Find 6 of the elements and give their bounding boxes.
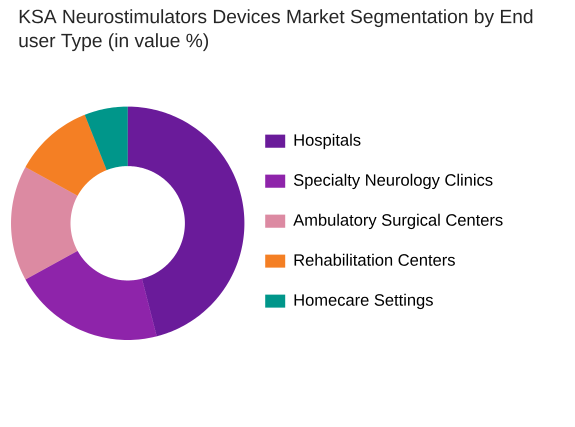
chart-title: KSA Neurostimulators Devices Market Segmentation by End user Type (in value %) bbox=[19, 9, 532, 52]
legend-label: Homecare Settings bbox=[294, 294, 433, 310]
legend-label: Hospitals bbox=[294, 134, 360, 150]
legend-label: Ambulatory Surgical Centers bbox=[293, 214, 503, 230]
legend-label: Rehabilitation Centers bbox=[294, 254, 455, 266]
legend-label: Specialty Neurology Clinics bbox=[294, 174, 492, 190]
